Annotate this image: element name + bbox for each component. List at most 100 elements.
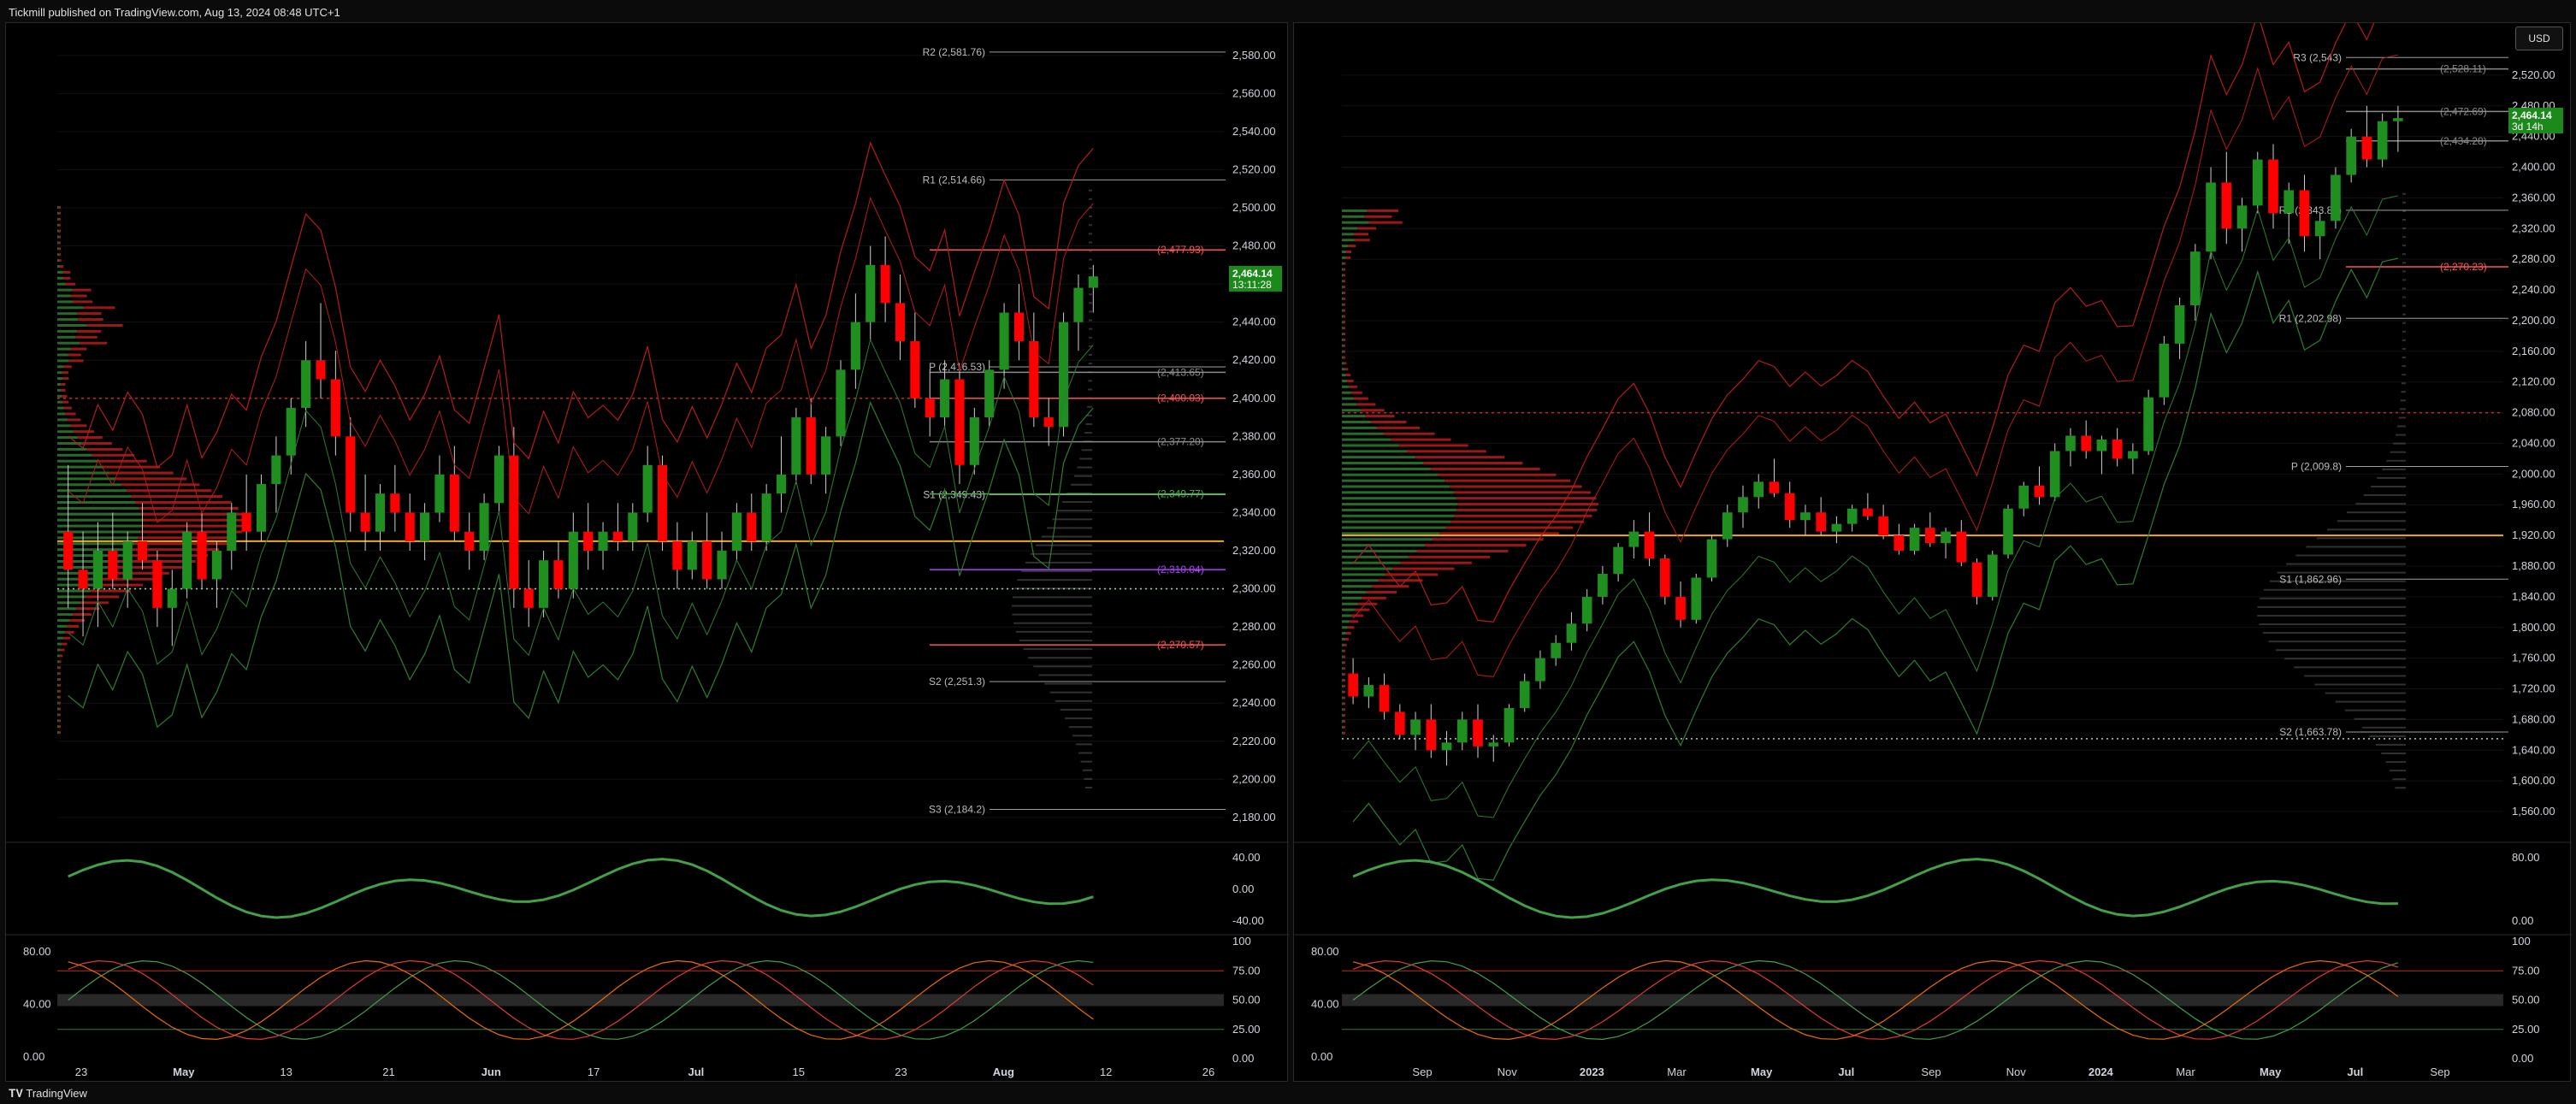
- volume-profile-bar: [58, 223, 61, 227]
- candle-body: [1738, 497, 1748, 513]
- volume-profile-bar: [70, 424, 87, 428]
- currency-button[interactable]: USD: [2515, 27, 2563, 50]
- candle-body: [346, 436, 356, 513]
- volume-profile-bar: [1370, 420, 1407, 423]
- volume-profile-bar: [1342, 385, 1350, 388]
- pivot-label: R2 (2,581.76): [923, 46, 985, 58]
- volume-profile-bar: [57, 217, 59, 221]
- right-chart-svg[interactable]: 2,520.002,480.002,440.002,400.002,360.00…: [1294, 23, 2572, 1083]
- time-tick-label: Nov: [2006, 1066, 2027, 1078]
- volume-profile-bar: [73, 300, 93, 304]
- osc2-left-tick-label: 0.00: [1311, 1050, 1332, 1063]
- volume-profile-bar: [1342, 374, 1346, 377]
- candle-body: [1675, 596, 1686, 620]
- candle-body: [108, 550, 118, 580]
- volume-profile-bar: [1347, 379, 1354, 382]
- volume-profile-bar: [140, 512, 244, 516]
- candle-body: [776, 474, 787, 494]
- candle-body: [1706, 539, 1717, 578]
- volume-profile-bar: [1068, 726, 1092, 729]
- candle-body: [940, 379, 950, 418]
- volume-profile-bar: [1088, 328, 1092, 330]
- volume-profile-bar: [1391, 438, 1451, 441]
- volume-profile-bar: [1445, 479, 1570, 482]
- volume-profile-bar: [131, 495, 222, 499]
- band-line: [68, 400, 1094, 729]
- price-tick-label: 1,880.00: [2512, 559, 2555, 572]
- volume-profile-bar: [65, 282, 76, 286]
- price-tick-label: 1,720.00: [2512, 682, 2555, 695]
- right-chart-panel[interactable]: 2,520.00 2,480.00 2,440.00 2,400.00 2,360.00…: [1293, 22, 2572, 1083]
- stochastic-line: [1352, 959, 2399, 1041]
- candle-body: [1846, 508, 1858, 524]
- candle-body: [628, 512, 638, 541]
- volume-profile-bar: [57, 329, 78, 333]
- volume-profile-bar: [1349, 620, 1359, 623]
- volume-profile-bar: [59, 660, 62, 664]
- candle-body: [880, 264, 890, 304]
- time-tick-label: 21: [382, 1066, 394, 1078]
- tradingview-logo[interactable]: 𝐓𝐕 TradingView: [9, 1087, 87, 1100]
- volume-profile-bar: [1342, 555, 1409, 558]
- volume-profile-bar: [57, 477, 116, 481]
- left-chart-svg[interactable]: 2,580.00 2,560.00 2,540.00 2,520.00 2,500.00…: [6, 23, 1289, 1083]
- osc2-tick-label: 50.00: [1232, 994, 1261, 1007]
- volume-profile-bar: [2393, 442, 2406, 445]
- volume-profile-bar: [1343, 315, 1345, 318]
- volume-profile-bar: [1343, 338, 1345, 341]
- time-tick-label: 2024: [2089, 1066, 2114, 1078]
- candle-body: [2393, 118, 2403, 121]
- time-tick-label: 23: [75, 1066, 87, 1078]
- volume-profile-bar: [2362, 726, 2406, 729]
- price-tick-label: 1,640.00: [2512, 743, 2555, 756]
- volume-profile-bar: [67, 624, 80, 628]
- volume-profile-bar: [1088, 336, 1092, 339]
- volume-profile-bar: [1456, 503, 1598, 506]
- candle-body: [2034, 485, 2045, 498]
- volume-profile-bar: [1377, 426, 1421, 429]
- volume-profile-bar: [58, 695, 61, 699]
- volume-profile-bar: [2395, 434, 2406, 436]
- volume-profile-bar: [1343, 708, 1345, 711]
- volume-profile-bar: [103, 465, 160, 469]
- band-line: [1352, 257, 2399, 881]
- left-chart-panel[interactable]: 2,580.00 2,560.00 2,540.00 2,520.00 2,500.00…: [5, 22, 1289, 1083]
- volume-profile-bar: [57, 530, 141, 534]
- volume-profile-bar: [63, 365, 72, 369]
- volume-profile-bar: [1342, 643, 1344, 646]
- volume-profile-bar: [2375, 743, 2406, 746]
- volume-profile-bar: [57, 300, 74, 304]
- volume-profile-bar: [57, 636, 63, 640]
- volume-profile-bar: [2335, 700, 2406, 703]
- volume-profile-bar: [57, 312, 78, 316]
- candle-body: [1348, 673, 1358, 697]
- time-tick-label: 15: [792, 1066, 804, 1078]
- osc2-left-tick-label: 0.00: [23, 1050, 44, 1063]
- volume-profile-bar: [1066, 492, 1092, 494]
- candle-body: [316, 360, 326, 380]
- candle-body: [405, 512, 415, 541]
- volume-profile-bar: [1342, 467, 1432, 470]
- volume-profile-bar: [1342, 526, 1446, 529]
- countdown-label: 13:11:28: [1232, 279, 1272, 291]
- volume-profile-bar: [1342, 708, 1344, 711]
- volume-profile-bar: [1342, 303, 1344, 306]
- price-tick-label: 2,280.00: [2512, 252, 2555, 265]
- price-tick-label: 2,180.00: [1232, 811, 1276, 824]
- band-line: [1352, 23, 2375, 623]
- volume-profile-bar: [57, 442, 82, 445]
- candle-body: [523, 588, 534, 608]
- volume-profile-bar: [1080, 760, 1092, 763]
- volume-profile-bar: [1088, 354, 1092, 356]
- volume-profile-bar: [57, 388, 62, 392]
- volume-profile-bar: [1343, 655, 1345, 658]
- volume-profile-bar: [57, 253, 59, 257]
- volume-profile-bar: [1342, 221, 1369, 224]
- volume-profile-bar: [1088, 241, 1092, 244]
- volume-profile-bar: [70, 347, 87, 351]
- candle-body: [2065, 435, 2076, 452]
- volume-profile-bar: [1342, 456, 1415, 459]
- pivot-label: R2 (2,343.82): [2279, 204, 2342, 216]
- candle-body: [1410, 719, 1421, 735]
- volume-profile-bar: [77, 312, 102, 316]
